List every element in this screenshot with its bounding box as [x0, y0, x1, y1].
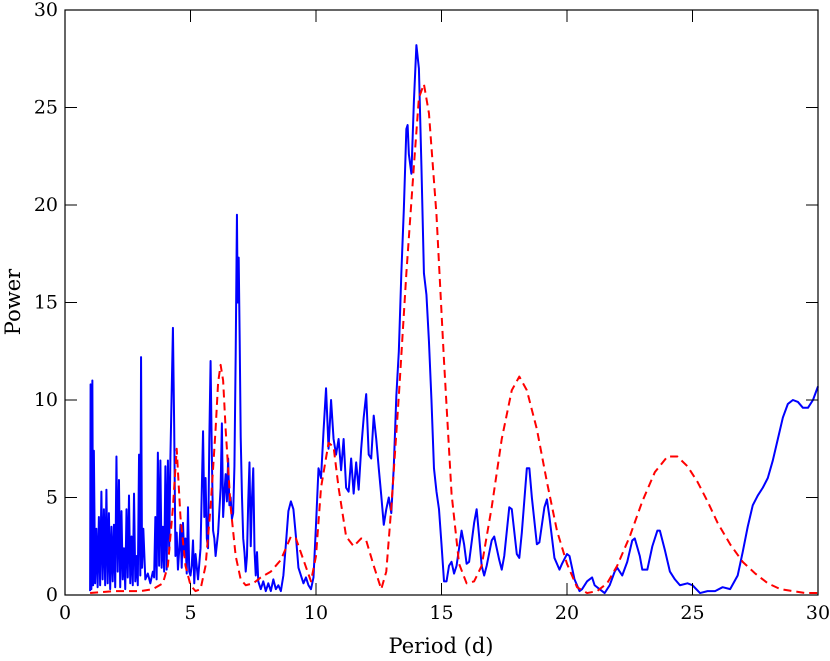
axis-ticks: 0 5 10 15 20 25 30 0 5 10 15 20 25 30 [34, 0, 830, 624]
y-tick-label: 25 [34, 97, 58, 119]
x-tick-label: 10 [304, 602, 328, 624]
series-line-solid [89, 44, 819, 595]
plot-area [89, 44, 819, 595]
plot-frame [64, 9, 819, 596]
x-tick-label: 15 [429, 602, 453, 624]
y-axis-label: Power [1, 268, 25, 335]
y-tick-label: 20 [34, 194, 58, 216]
x-axis-label: Period (d) [389, 634, 494, 658]
x-tick-label: 5 [184, 602, 196, 624]
series-line-dashed [90, 83, 818, 595]
x-tick-label: 25 [680, 602, 704, 624]
x-tick-label: 0 [59, 602, 71, 624]
y-tick-label: 30 [34, 0, 58, 21]
y-tick-label: 15 [34, 292, 58, 314]
y-tick-label: 5 [46, 487, 58, 509]
x-tick-label: 20 [555, 602, 579, 624]
x-tick-label: 30 [806, 602, 830, 624]
y-tick-label: 10 [34, 389, 58, 411]
y-tick-label: 0 [46, 584, 58, 606]
